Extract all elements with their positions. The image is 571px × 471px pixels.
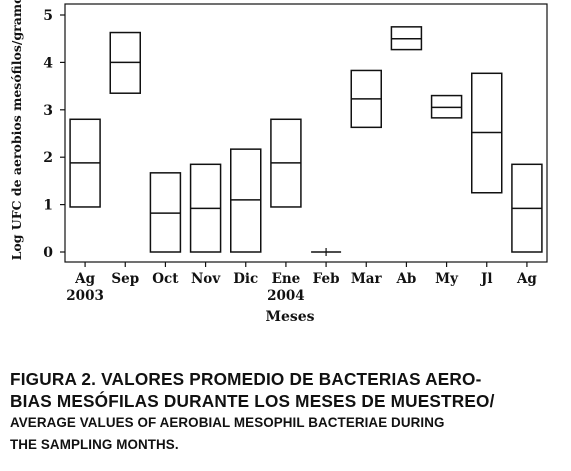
x-tick-sublabel: 2003 (66, 288, 104, 304)
x-tick-label: Ab (395, 271, 416, 287)
x-tick-label: Mar (351, 271, 383, 287)
y-tick-label: 0 (43, 245, 53, 261)
x-tick-label: Oct (152, 271, 179, 287)
caption-line-4: THE SAMPLING MONTHS. (10, 437, 179, 452)
y-tick-label: 1 (43, 198, 53, 214)
x-tick-label: Sep (111, 271, 139, 287)
x-tick-label: Ag (516, 271, 537, 287)
x-tick-sublabel: 2004 (267, 288, 305, 304)
y-tick-label: 5 (43, 8, 53, 24)
y-axis: 0 1 2 3 4 5 (43, 8, 65, 261)
caption-line-2: BIAS MESÓFILAS DURANTE LOS MESES DE MUES… (10, 391, 495, 411)
y-tick-label: 3 (43, 103, 53, 119)
caption-line-1: FIGURA 2. VALORES PROMEDIO DE BACTERIAS … (10, 369, 482, 389)
x-tick-label: Nov (191, 271, 221, 287)
y-tick-label: 2 (43, 150, 53, 166)
y-axis-label: Log UFC de aerobios mesófilos/gramo (9, 0, 24, 260)
plot-frame (64, 3, 548, 263)
x-tick-label: Ene (272, 271, 301, 287)
caption-line-3: AVERAGE VALUES OF AEROBIAL MESOPHIL BACT… (10, 415, 445, 430)
boxes-layer (69, 26, 543, 256)
x-axis-label: Meses (265, 309, 314, 325)
x-tick-label: Ag (74, 271, 95, 287)
y-tick-label: 4 (43, 55, 53, 71)
x-tick-label: My (435, 271, 459, 287)
x-tick-label: Dic (233, 271, 258, 287)
x-tick-label: Jl (480, 271, 493, 287)
plot-area (64, 3, 548, 263)
x-tick-label: Feb (313, 271, 340, 287)
figure-caption: FIGURA 2. VALORES PROMEDIO DE BACTERIAS … (10, 368, 566, 456)
